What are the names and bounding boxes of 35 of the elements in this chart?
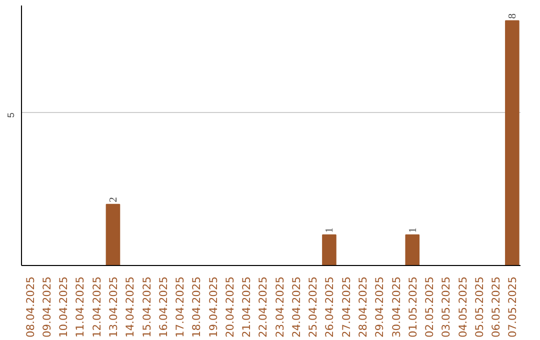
x-tick-label: 20.04.2025 xyxy=(223,276,236,338)
x-tick-label: 10.04.2025 xyxy=(57,276,70,338)
x-tick-label: 28.04.2025 xyxy=(356,276,370,338)
y-tick-label: 5 xyxy=(6,112,16,118)
x-tick-label: 11.04.2025 xyxy=(74,276,87,338)
data-label: 2 xyxy=(108,196,120,202)
x-tick-label: 26.04.2025 xyxy=(323,276,336,338)
x-tick-label: 29.04.2025 xyxy=(373,276,386,338)
x-tick-label: 17.04.2025 xyxy=(174,276,187,338)
x-tick-label: 30.04.2025 xyxy=(390,276,403,338)
data-label: 8 xyxy=(508,13,519,19)
x-tick-label: 12.04.2025 xyxy=(90,276,104,338)
x-tick-label: 27.04.2025 xyxy=(340,276,353,338)
x-tick-label: 08.04.2025 xyxy=(24,276,37,338)
x-tick-label: 14.04.2025 xyxy=(124,276,137,338)
x-tick-label: 13.04.2025 xyxy=(106,276,120,338)
x-tick-label: 25.04.2025 xyxy=(306,276,320,338)
x-tick-label: 22.04.2025 xyxy=(256,276,270,338)
x-tick-label: 07.05.2025 xyxy=(506,276,520,338)
x-tick-label: 18.04.2025 xyxy=(190,276,204,338)
x-tick-label: 19.04.2025 xyxy=(206,276,220,338)
x-tick-label: 24.04.2025 xyxy=(290,276,303,338)
x-tick-label: 06.05.2025 xyxy=(490,276,503,338)
x-tick-label: 05.05.2025 xyxy=(472,276,486,338)
x-tick-label: 15.04.2025 xyxy=(140,276,154,338)
x-tick-label: 09.04.2025 xyxy=(40,276,54,338)
x-tick-label: 04.05.2025 xyxy=(456,276,470,338)
x-tick-label: 03.05.2025 xyxy=(440,276,453,338)
x-tick-label: 02.05.2025 xyxy=(423,276,436,338)
x-tick-label: 23.04.2025 xyxy=(273,276,286,338)
data-label: 1 xyxy=(324,228,336,233)
x-tick-label: 21.04.2025 xyxy=(240,276,254,338)
x-tick-label: 01.05.2025 xyxy=(406,276,420,338)
data-label: 1 xyxy=(408,228,419,233)
x-tick-label: 16.04.2025 xyxy=(156,276,170,338)
